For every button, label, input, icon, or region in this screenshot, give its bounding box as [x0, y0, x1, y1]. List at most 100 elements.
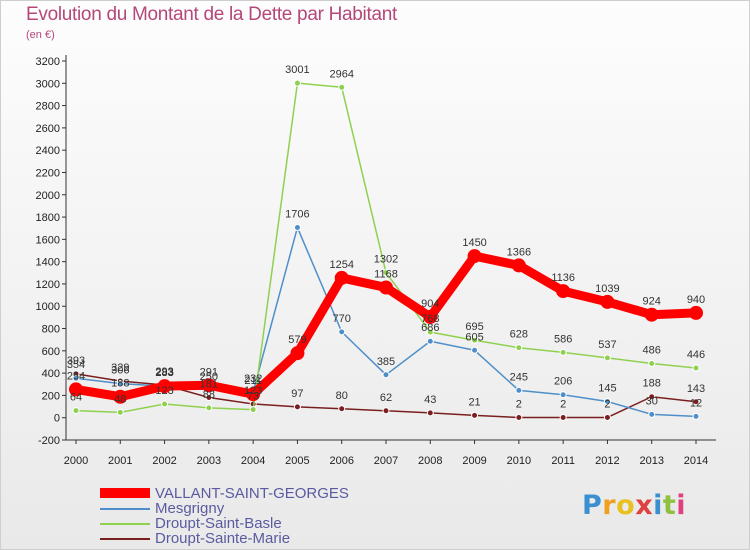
data-label-3: 43 [424, 394, 436, 406]
data-label-1: 770 [333, 313, 351, 325]
data-label-2: 123 [155, 385, 173, 397]
data-label-2: 768 [421, 313, 439, 325]
data-point-1 [471, 346, 479, 354]
data-label-0: 1450 [462, 237, 486, 249]
data-point-3 [205, 394, 213, 402]
data-label-3: 188 [643, 378, 661, 390]
data-label-0: 579 [288, 334, 306, 346]
legend-label-mesgrigny: Mesgrigny [155, 500, 225, 517]
x-tick-label: 2005 [285, 455, 309, 467]
legend-swatch-droupt-saint-basle [100, 523, 150, 525]
data-label-0: 211 [244, 375, 262, 387]
x-tick-label: 2014 [684, 455, 708, 467]
data-label-3: 181 [200, 379, 218, 391]
data-point-2 [603, 354, 611, 362]
data-point-3 [603, 413, 611, 421]
data-point-3 [293, 403, 301, 411]
legend-swatch-vallant [100, 488, 150, 498]
data-label-1: 385 [377, 356, 395, 368]
data-label-0: 254 [67, 370, 85, 382]
data-point-3 [471, 411, 479, 419]
data-point-2 [426, 328, 434, 336]
data-point-2 [648, 360, 656, 368]
data-point-0 [467, 249, 482, 264]
data-label-0: 924 [643, 296, 661, 308]
data-label-0: 283 [155, 367, 173, 379]
x-tick-label: 2002 [152, 455, 176, 467]
data-label-3: 2 [604, 398, 610, 410]
data-point-0 [290, 346, 305, 361]
data-point-1 [692, 412, 700, 420]
data-label-2: 486 [643, 345, 661, 357]
data-label-1: 686 [421, 322, 439, 334]
data-label-3: 80 [336, 390, 348, 402]
y-tick-label: 0 [54, 413, 60, 425]
x-tick-label: 2010 [507, 455, 531, 467]
y-tick-label: 200 [42, 390, 60, 402]
data-label-3: 123 [244, 385, 262, 397]
data-point-1 [515, 386, 523, 394]
data-label-2: 2964 [329, 68, 353, 80]
y-tick-label: 2600 [36, 123, 60, 135]
y-tick-label: 800 [42, 324, 60, 336]
data-label-3: 2 [516, 398, 522, 410]
data-point-3 [692, 398, 700, 406]
y-tick-label: 1200 [36, 279, 60, 291]
legend-swatch-mesgrigny [100, 508, 150, 510]
data-point-0 [246, 387, 261, 402]
data-point-1 [426, 337, 434, 345]
data-point-3 [382, 407, 390, 415]
data-point-2 [293, 79, 301, 87]
data-point-1 [116, 380, 124, 388]
legend-swatch-droupt-sainte-marie [100, 538, 150, 540]
x-tick-label: 2003 [197, 455, 221, 467]
data-label-3: 393 [67, 355, 85, 367]
y-tick-label: 2800 [36, 101, 60, 113]
data-label-2: 88 [203, 389, 215, 401]
data-point-2 [249, 406, 257, 414]
data-label-1: 1706 [285, 209, 309, 221]
data-label-1: 605 [465, 331, 483, 343]
data-point-2 [515, 344, 523, 352]
data-label-3: 143 [687, 383, 705, 395]
x-tick-label: 2006 [329, 455, 353, 467]
x-tick-label: 2001 [108, 455, 132, 467]
data-point-1 [72, 374, 80, 382]
data-label-1: 206 [554, 376, 572, 388]
data-label-2: 73 [247, 391, 259, 403]
data-label-0: 1366 [507, 246, 531, 258]
data-label-2: 64 [70, 392, 82, 404]
y-tick-label: 1800 [36, 212, 60, 224]
x-tick-label: 2012 [595, 455, 619, 467]
y-tick-label: 1400 [36, 257, 60, 269]
data-label-2: 446 [687, 349, 705, 361]
data-point-3 [648, 393, 656, 401]
data-point-0 [511, 258, 526, 273]
y-tick-label: 2400 [36, 145, 60, 157]
data-label-3: 62 [380, 392, 392, 404]
data-point-0 [689, 305, 703, 320]
data-point-2 [72, 407, 80, 415]
data-label-3: 329 [111, 362, 129, 374]
data-point-2 [205, 404, 213, 412]
data-label-1: 354 [67, 359, 85, 371]
y-tick-label: 600 [42, 346, 60, 358]
data-label-0: 1254 [329, 259, 353, 271]
data-point-0 [69, 382, 83, 397]
data-point-3 [515, 413, 523, 421]
data-label-2: 48 [114, 393, 126, 405]
y-tick-label: 3000 [36, 78, 60, 90]
y-tick-label: 400 [42, 368, 60, 380]
data-label-3: 293 [155, 366, 173, 378]
y-tick-label: 1000 [36, 301, 60, 313]
data-label-1: 245 [510, 371, 528, 383]
x-tick-label: 2008 [418, 455, 442, 467]
data-point-1 [338, 328, 346, 336]
data-point-1 [293, 224, 301, 232]
data-point-2 [382, 269, 390, 277]
data-label-0: 1039 [595, 283, 619, 295]
data-label-0: 940 [687, 294, 705, 306]
data-point-2 [338, 83, 346, 91]
